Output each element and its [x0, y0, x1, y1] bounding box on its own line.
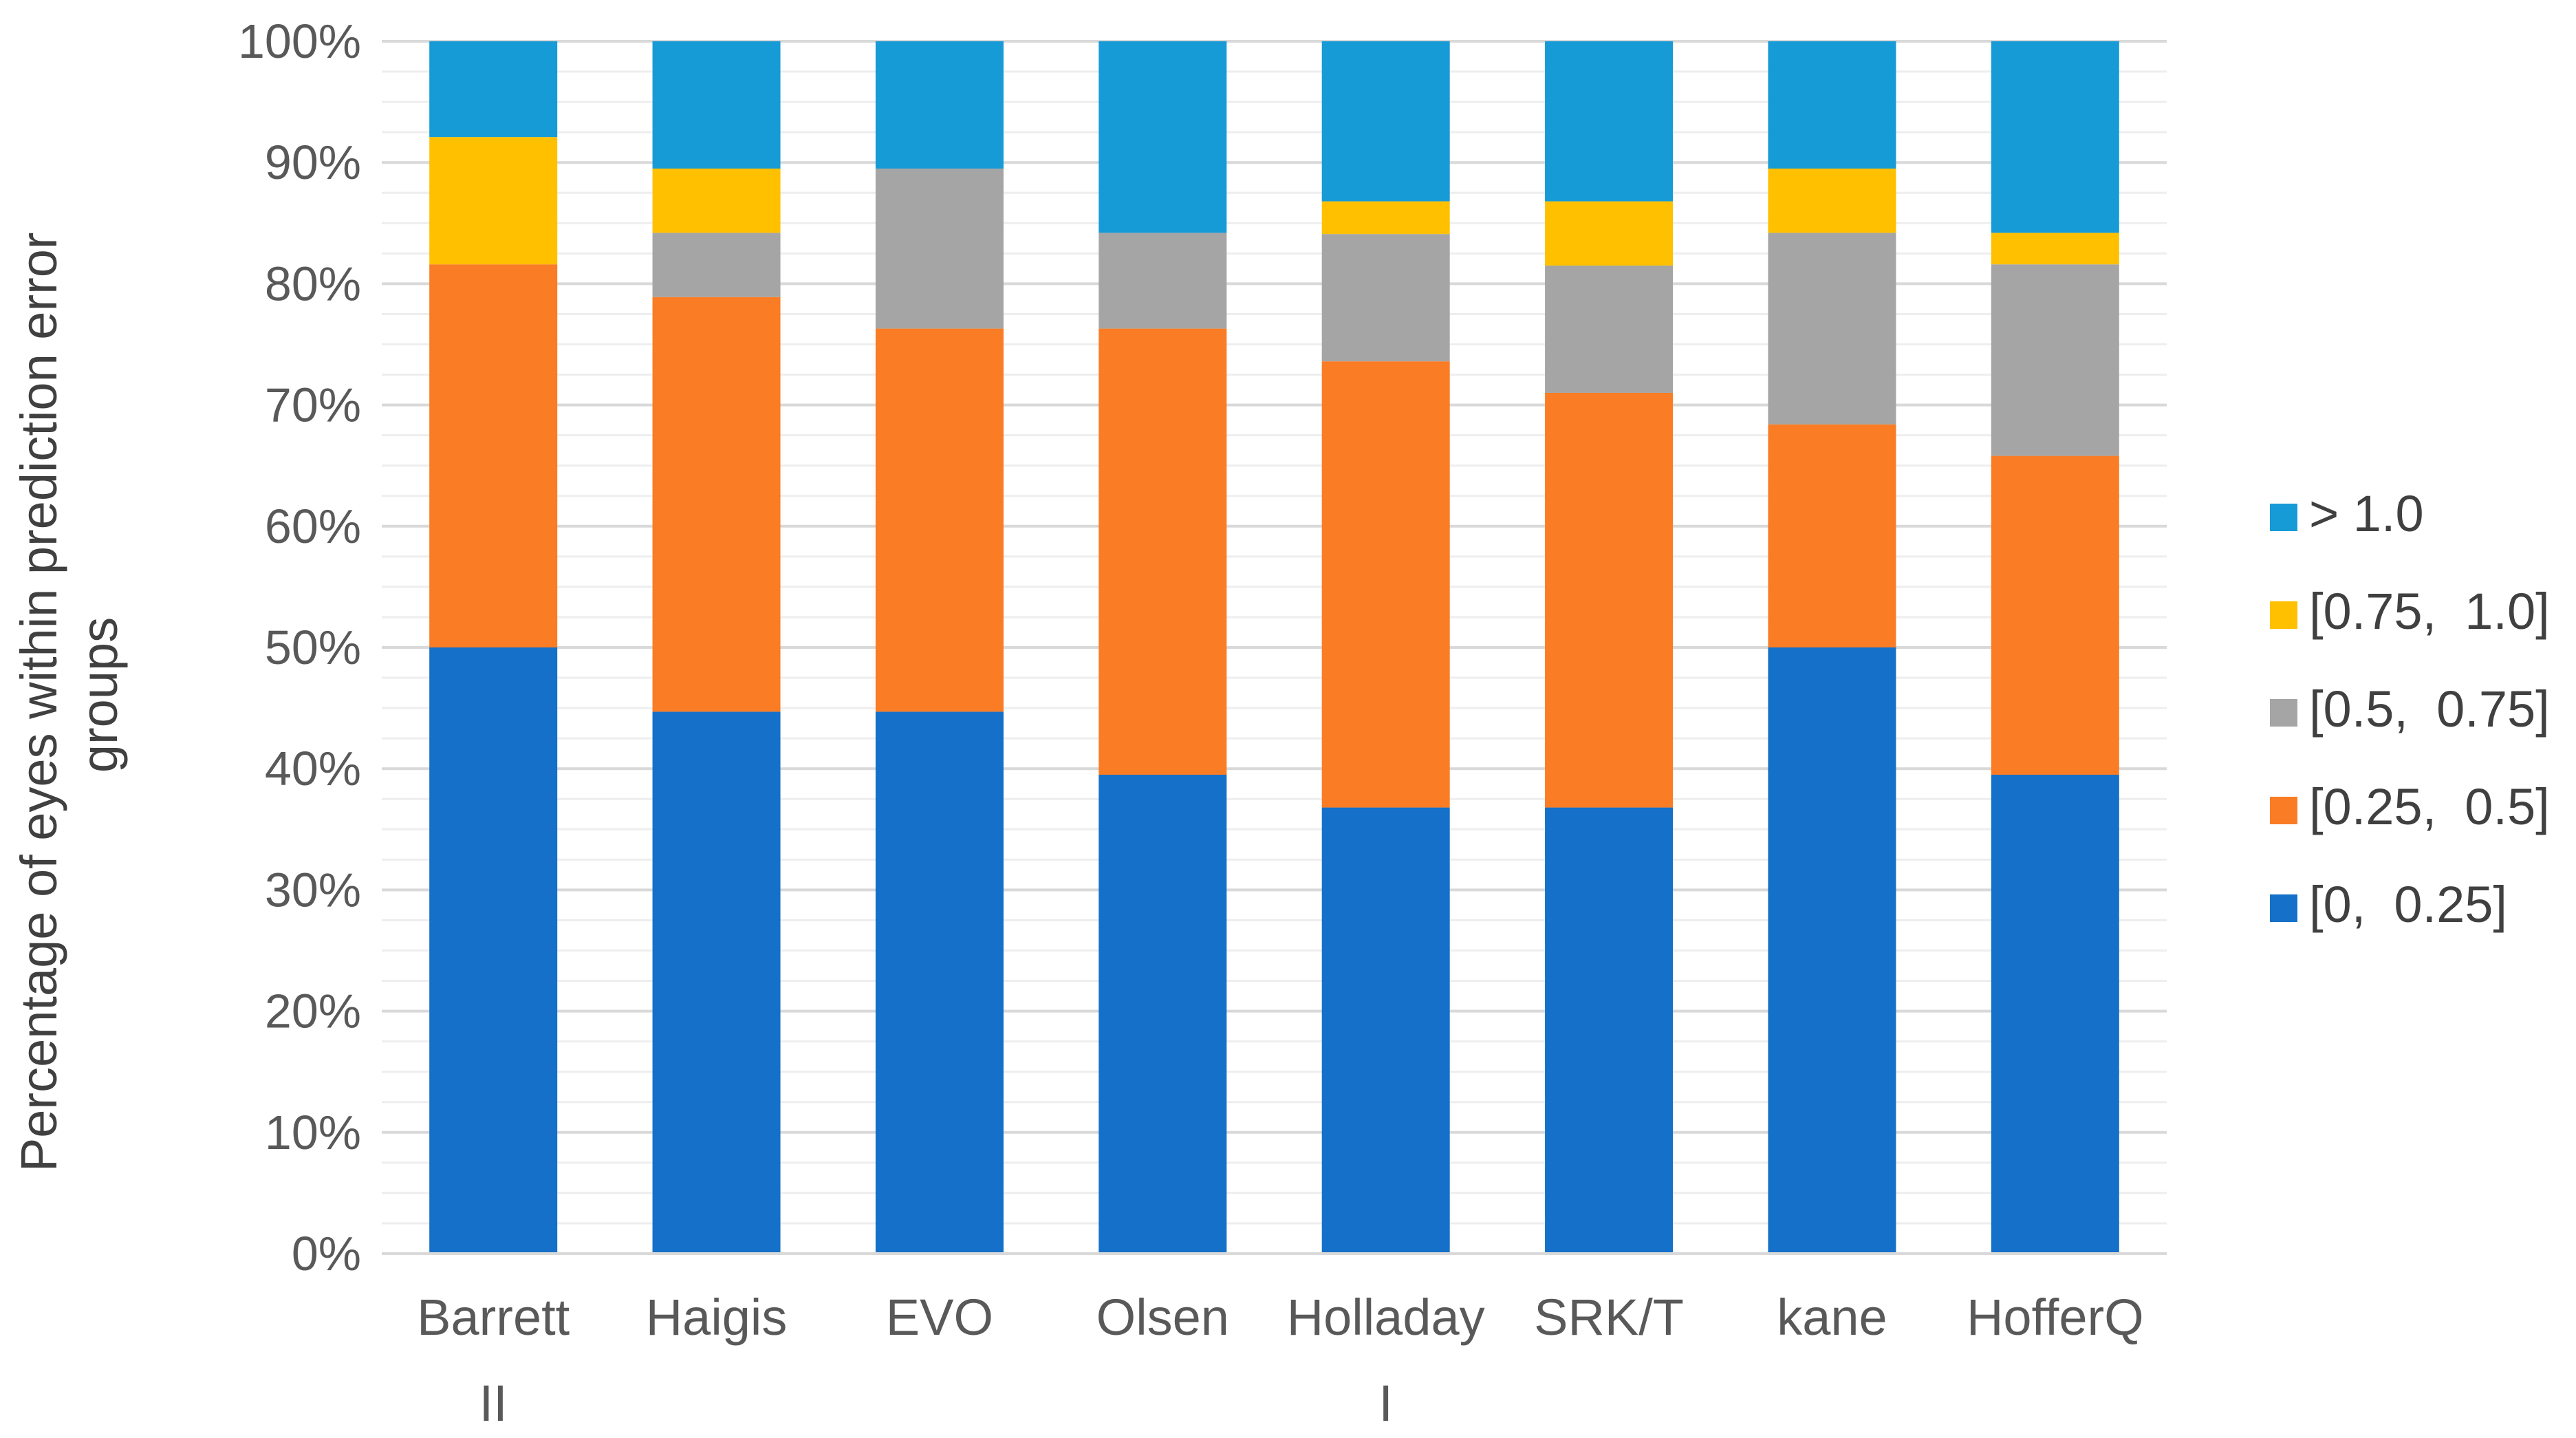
bar-segment	[1768, 169, 1896, 233]
legend-swatch	[2270, 699, 2297, 727]
x-tick-label: Olsen	[1096, 1289, 1229, 1346]
bar-segment	[652, 41, 781, 169]
bar-segment	[652, 233, 781, 297]
bar-segment	[1545, 807, 1674, 1254]
legend-label: [0, 0.25]	[2309, 876, 2507, 933]
y-tick-label: 40%	[265, 742, 361, 795]
bar-segment	[1991, 455, 2119, 775]
axes: 0% 10% 20% 30% 40% 50% 60% 70% 80% 90% 100% Barrett…	[238, 14, 2167, 1432]
bar-segment	[875, 711, 1004, 1254]
x-tick-label: II	[479, 1375, 508, 1432]
gridlines	[382, 40, 2167, 1255]
bar-segment	[429, 137, 558, 265]
bar-segment	[875, 169, 1004, 329]
x-tick-label: Barrett	[417, 1289, 570, 1346]
bar-segment	[1321, 41, 1450, 202]
y-tick-label: 0%	[292, 1227, 361, 1280]
legend-swatch	[2270, 504, 2297, 531]
y-tick-label: 60%	[265, 500, 361, 553]
legend-swatch	[2270, 797, 2297, 824]
x-tick-label: Haigis	[646, 1289, 788, 1346]
y-tick-label: 10%	[265, 1106, 361, 1159]
bar-segment	[1991, 233, 2119, 265]
bar-segment	[1321, 234, 1450, 362]
x-tick-label: I	[1378, 1375, 1393, 1432]
bar-segment	[1545, 41, 1674, 202]
bar-segment	[1991, 41, 2119, 233]
legend-label: > 1.0	[2309, 485, 2424, 542]
x-tick-label: Holladay	[1287, 1289, 1485, 1346]
x-tick-label: HofferQ	[1967, 1289, 2144, 1346]
bar-segment	[429, 647, 558, 1254]
bar-segment	[1321, 807, 1450, 1254]
bar-segment	[652, 169, 781, 233]
legend: > 1.0 [0.75, 1.0] [0.5, 0.75] [0.25, 0.5] [0…	[2270, 485, 2550, 933]
y-tick-label: 50%	[265, 621, 361, 674]
bar-segment	[875, 41, 1004, 169]
y-tick-label: 70%	[265, 378, 361, 432]
y-tick-label: 30%	[265, 863, 361, 916]
y-tick-label: 20%	[265, 985, 361, 1038]
y-tick-label: 80%	[265, 257, 361, 310]
bar-segment	[652, 711, 781, 1254]
bar-segment	[1991, 775, 2119, 1254]
bar-segment	[429, 41, 558, 138]
legend-label: [0.75, 1.0]	[2309, 583, 2550, 640]
y-tick-label: 100%	[238, 14, 361, 68]
bar-segment	[1768, 233, 1896, 425]
x-tick-label: EVO	[886, 1289, 993, 1346]
legend-label: [0.25, 0.5]	[2309, 778, 2550, 835]
x-tick-label: SRK/T	[1534, 1289, 1684, 1346]
bar-segment	[1768, 41, 1896, 169]
bar-segment	[1545, 265, 1674, 393]
x-tick-label: kane	[1777, 1289, 1887, 1346]
bar-segment	[652, 297, 781, 712]
y-axis-title: Percentage of eyes within prediction err…	[10, 218, 128, 1172]
legend-swatch	[2270, 601, 2297, 629]
bar-segment	[1768, 424, 1896, 647]
bar-segment	[1545, 392, 1674, 808]
bar-segment	[1098, 775, 1227, 1254]
bar-segment	[1098, 328, 1227, 775]
bar-segment	[429, 264, 558, 647]
y-axis-title-line-1: Percentage of eyes within prediction err…	[10, 232, 67, 1172]
bar-segment	[1768, 647, 1896, 1254]
bar-segment	[1321, 361, 1450, 808]
legend-swatch	[2270, 894, 2297, 922]
bar-segment	[1098, 233, 1227, 329]
bar-segment	[1098, 41, 1227, 233]
y-axis-title-line-2: groups	[71, 617, 128, 773]
legend-label: [0.5, 0.75]	[2309, 680, 2550, 738]
bar-segment	[1545, 201, 1674, 266]
bar-segment	[1321, 201, 1450, 235]
bars	[429, 41, 2119, 1254]
y-tick-label: 90%	[265, 136, 361, 189]
bar-segment	[1991, 264, 2119, 456]
bar-segment	[875, 328, 1004, 712]
